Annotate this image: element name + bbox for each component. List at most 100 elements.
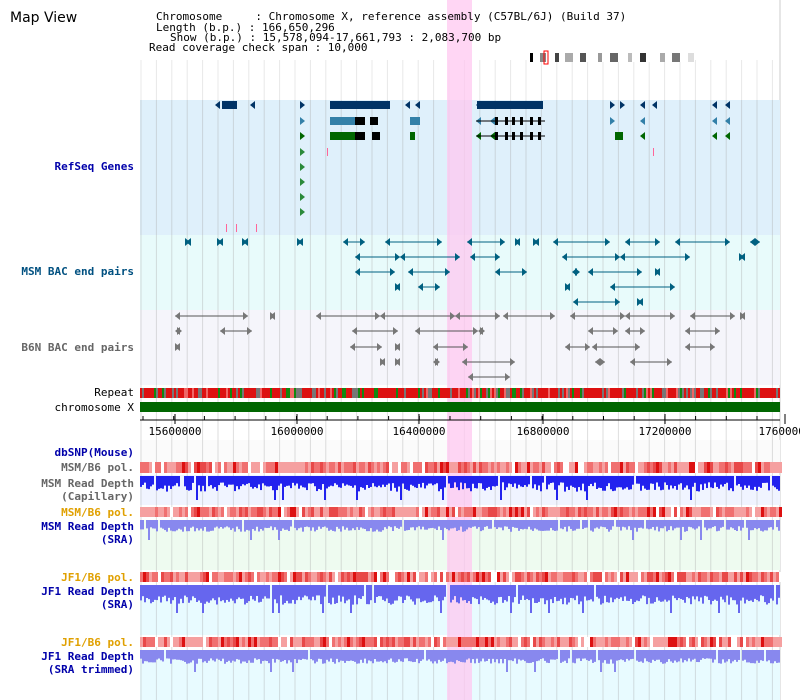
bac-end-arrow	[395, 343, 400, 351]
read-depth-bar	[650, 585, 652, 604]
read-depth-bar	[410, 650, 412, 662]
repeat-element	[720, 388, 722, 398]
polymorphism-cell	[173, 637, 176, 647]
track-label-jf1-depth-sra[interactable]: JF1 Read Depth	[41, 585, 134, 598]
polymorphism-cell	[602, 462, 605, 473]
polymorphism-cell	[605, 637, 608, 647]
polymorphism-cell	[380, 637, 383, 647]
read-depth-bar	[592, 650, 594, 663]
polymorphism-cell	[317, 637, 320, 647]
track-label-refseq-genes[interactable]: RefSeq Genes	[54, 160, 134, 173]
repeat-element	[238, 388, 240, 398]
read-depth-bar	[704, 520, 706, 528]
polymorphism-cell	[533, 637, 536, 647]
read-depth-bar	[590, 476, 592, 484]
track-label-jf1-pol-2[interactable]: JF1/B6 pol.	[61, 636, 134, 649]
repeat-element	[318, 388, 320, 398]
polymorphism-cell	[704, 572, 707, 582]
read-depth-bar	[710, 585, 712, 605]
read-depth-bar	[324, 520, 326, 527]
read-depth-bar	[686, 520, 688, 532]
read-depth-bar	[686, 585, 688, 597]
track-label-b6n-bac[interactable]: B6N BAC end pairs	[21, 341, 134, 354]
repeat-element	[330, 388, 332, 398]
polymorphism-cell	[389, 637, 392, 647]
read-depth-bar	[354, 650, 356, 662]
read-depth-bar	[658, 520, 660, 532]
gene-strand-arrow	[476, 101, 481, 109]
read-depth-bar	[294, 520, 296, 528]
gene-exon	[370, 117, 378, 125]
read-depth-bar	[248, 520, 250, 531]
read-depth-bar	[476, 585, 478, 600]
polymorphism-cell	[722, 572, 725, 582]
polymorphism-cell	[608, 637, 611, 647]
read-depth-bar	[778, 585, 780, 598]
gene-exon	[355, 132, 365, 140]
track-label-jf1-pol-1[interactable]: JF1/B6 pol.	[61, 571, 134, 584]
bac-end-arrow	[522, 268, 527, 276]
read-depth-bar	[262, 585, 264, 599]
repeat-element	[300, 388, 302, 398]
polymorphism-cell	[293, 462, 296, 473]
read-depth-bar	[668, 520, 670, 531]
polymorphism-cell	[773, 462, 776, 473]
bac-end-arrow	[730, 312, 735, 320]
track-label-msm-depth-capillary[interactable]: MSM Read Depth	[41, 477, 134, 490]
polymorphism-cell	[158, 507, 161, 517]
read-depth-bar	[268, 585, 270, 599]
track-label-msm-depth-sra[interactable]: MSM Read Depth	[41, 520, 134, 533]
ideogram-position-marker	[543, 50, 549, 65]
read-depth-bar	[316, 650, 318, 662]
polymorphism-cell	[779, 572, 782, 582]
read-depth-bar	[260, 520, 262, 530]
read-depth-bar	[390, 476, 392, 491]
polymorphism-cell	[680, 572, 683, 582]
polymorphism-cell	[722, 507, 725, 517]
bac-end-arrow	[655, 268, 660, 276]
read-depth-bar	[344, 585, 346, 604]
repeat-element	[536, 388, 538, 398]
track-label-msm-bac[interactable]: MSM BAC end pairs	[21, 265, 134, 278]
read-depth-bar	[358, 476, 360, 492]
read-depth-bar	[586, 520, 588, 528]
repeat-element	[212, 388, 214, 398]
polymorphism-cell	[479, 637, 482, 647]
read-depth-bar	[188, 476, 190, 491]
repeat-element	[384, 388, 386, 398]
polymorphism-cell	[191, 507, 194, 517]
repeat-element	[554, 388, 556, 398]
polymorphism-cell	[329, 507, 332, 517]
repeat-element	[512, 388, 514, 398]
polymorphism-cell	[563, 572, 566, 582]
polymorphism-cell	[698, 507, 701, 517]
polymorphism-cell	[554, 572, 557, 582]
polymorphism-cell	[587, 572, 590, 582]
read-depth-bar	[536, 476, 538, 490]
polymorphism-cell	[773, 637, 776, 647]
track-label-msm-pol-1[interactable]: MSM/B6 pol.	[61, 461, 134, 474]
read-depth-bar	[338, 650, 340, 663]
read-depth-bar	[158, 650, 160, 659]
polymorphism-cell	[290, 462, 293, 473]
polymorphism-cell	[749, 507, 752, 517]
track-label-dbsnp[interactable]: dbSNP(Mouse)	[54, 446, 134, 459]
read-depth-bar	[726, 585, 728, 596]
repeat-element	[542, 388, 544, 398]
repeat-element	[148, 388, 150, 398]
polymorphism-cell	[575, 462, 578, 473]
read-depth-bar	[438, 585, 440, 602]
track-label-msm-pol-2[interactable]: MSM/B6 pol.	[61, 506, 134, 519]
bac-end-arrow	[495, 312, 500, 320]
read-depth-bar	[460, 476, 462, 483]
polymorphism-cell	[401, 637, 404, 647]
read-depth-bar	[394, 650, 396, 663]
read-depth-bar	[424, 476, 426, 489]
polymorphism-cell	[317, 572, 320, 582]
repeat-element	[474, 388, 476, 398]
read-depth-bar	[630, 585, 632, 599]
track-label-jf1-depth-trimmed[interactable]: JF1 Read Depth	[41, 650, 134, 663]
read-depth-bar	[282, 585, 284, 605]
read-depth-bar	[234, 520, 236, 532]
